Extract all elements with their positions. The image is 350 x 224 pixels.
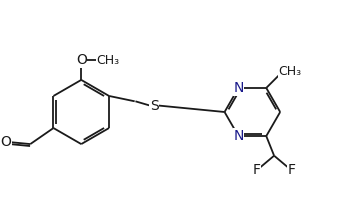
Text: CH₃: CH₃ xyxy=(278,65,301,78)
Text: N: N xyxy=(233,129,244,143)
Text: O: O xyxy=(1,135,12,149)
Text: S: S xyxy=(150,99,159,113)
Text: CH₃: CH₃ xyxy=(96,54,120,67)
Text: F: F xyxy=(252,163,260,177)
Text: O: O xyxy=(76,53,87,67)
Text: F: F xyxy=(288,163,296,177)
Text: N: N xyxy=(233,81,244,95)
